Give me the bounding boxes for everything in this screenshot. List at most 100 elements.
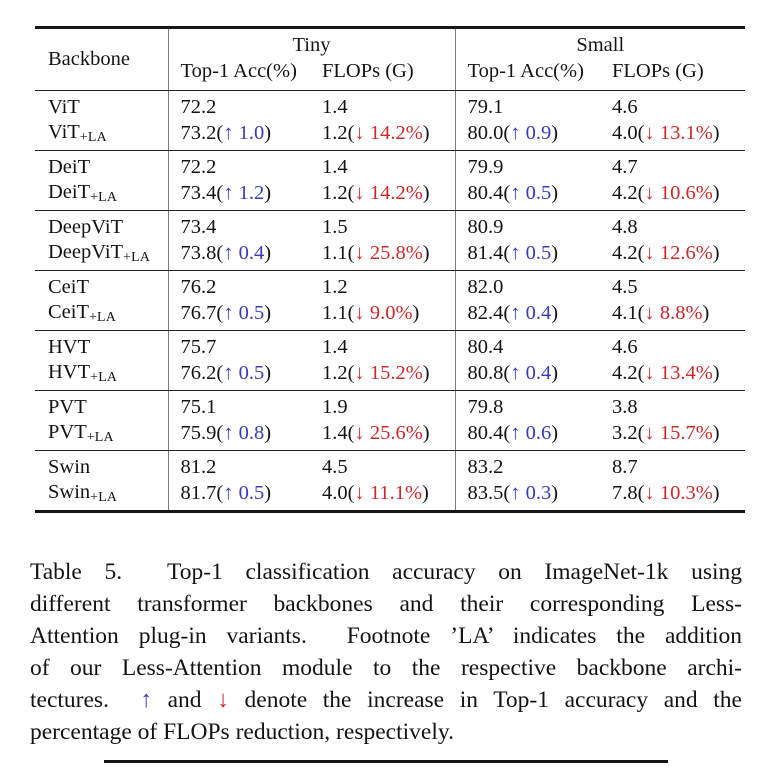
accuracy-cell: 72.2 (167, 150, 322, 181)
backbone-name: HVT (48, 336, 91, 359)
table-caption: Table 5. Top-1 classification accuracy o… (30, 556, 742, 748)
backbone-name: DeiT (48, 156, 91, 179)
backbone-la-subscript: +LA (90, 369, 118, 385)
flops-cell: 4.8 (612, 211, 745, 241)
value-text: ) (551, 301, 559, 324)
flops-reduction-delta: ↓ 11.1% (354, 481, 423, 504)
accuracy-increase-delta: ↑ 0.5 (223, 481, 265, 504)
accuracy-cell: 79.9 (454, 150, 612, 181)
accuracy-increase-delta: ↑ 0.8 (223, 421, 265, 444)
flops-reduction-delta: ↓ 10.6% (644, 181, 713, 204)
accuracy-cell: 80.9 (454, 210, 612, 241)
table-row: CeiT+LA 76.7(↑ 0.5) 1.1(↓ 9.0%) 82.4(↑ 0.4)… (35, 300, 745, 331)
value-text: ) (264, 361, 272, 384)
value-text: 1.4( (322, 421, 355, 444)
value-text: ) (712, 241, 720, 264)
down-arrow-icon: ↓ (217, 687, 229, 713)
value-text: 1.4 (322, 336, 348, 359)
caption-line: of our Less-Attention module to the resp… (30, 652, 742, 684)
accuracy-increase-delta: ↑ 0.5 (223, 301, 265, 324)
value-text: ) (712, 481, 720, 504)
backbone-cell: DeepViT+LA (35, 240, 168, 271)
caption-text: different transformer backbones and thei… (30, 591, 742, 617)
table-row: ViT 72.2 1.4 79.1 4.6 (35, 90, 745, 121)
backbone-name: DeiT (48, 180, 91, 203)
flops-reduction-delta: ↓ 15.2% (354, 361, 423, 384)
flops-reduction-delta: ↓ 13.4% (644, 361, 713, 384)
backbone-name: Swin (48, 480, 91, 503)
accuracy-cell: 75.1 (167, 390, 322, 421)
caption-text: and (151, 687, 218, 713)
value-text: 82.0 (467, 276, 504, 299)
flops-cell: 4.6 (612, 331, 745, 361)
value-text: 72.2 (180, 156, 217, 179)
value-text: 81.7( (180, 481, 224, 504)
flops-cell: 1.4 (322, 151, 455, 181)
backbone-name: PVT (48, 420, 87, 443)
accuracy-cell: 83.2 (454, 450, 612, 481)
value-text: ) (551, 361, 559, 384)
flops-cell: 1.4(↓ 25.6%) (322, 420, 455, 451)
table-row: PVT+LA 75.9(↑ 0.8) 1.4(↓ 25.6%) 80.4(↑ 0.6)… (35, 420, 745, 451)
backbone-cell: CeiT (35, 271, 168, 301)
value-text: 1.9 (322, 396, 348, 419)
flops-reduction-delta: ↓ 8.8% (644, 301, 703, 324)
backbone-cell: Swin (35, 451, 168, 481)
value-text: 1.2( (322, 181, 355, 204)
value-text: 73.2( (180, 121, 224, 144)
accuracy-increase-delta: ↑ 0.9 (510, 121, 552, 144)
value-text: 80.4 (467, 336, 504, 359)
up-arrow-icon: ↑ (140, 687, 152, 713)
flops-cell: 4.7 (612, 151, 745, 181)
value-text: 1.2 (322, 276, 348, 299)
value-text: 4.8 (612, 216, 638, 239)
accuracy-cell: 80.4(↑ 0.6) (454, 420, 612, 451)
value-text: 1.4 (322, 156, 348, 179)
backbone-name: ViT (48, 120, 80, 143)
backbone-name: CeiT (48, 300, 89, 323)
value-text: ) (264, 421, 272, 444)
value-text: 73.4( (180, 181, 224, 204)
value-text: 4.7 (612, 156, 638, 179)
backbone-cell: PVT+LA (35, 420, 168, 451)
table-row: DeepViT+LA 73.8(↑ 0.4) 1.1(↓ 25.8%) 81.4(↑ … (35, 240, 745, 271)
accuracy-cell: 80.8(↑ 0.4) (454, 360, 612, 391)
value-text: 1.4 (322, 96, 348, 119)
table-row: CeiT 76.2 1.2 82.0 4.5 (35, 270, 745, 301)
value-text: 3.2( (612, 421, 645, 444)
flops-cell: 4.1(↓ 8.8%) (612, 300, 745, 331)
flops-cell: 4.2(↓ 10.6%) (612, 180, 745, 211)
caption-text: percentage of FLOPs reduction, respectiv… (30, 719, 454, 745)
accuracy-cell: 79.1 (454, 90, 612, 121)
small-group-header: Small (454, 27, 745, 58)
accuracy-increase-delta: ↑ 0.5 (223, 361, 265, 384)
value-text: ) (551, 241, 559, 264)
caption-text: of our Less-Attention module to the resp… (30, 655, 742, 681)
value-text: ) (422, 121, 430, 144)
accuracy-cell: 79.8 (454, 390, 612, 421)
tiny-flops-header: FLOPs (G) (322, 57, 455, 91)
backbone-cell: DeepViT (35, 211, 168, 241)
table-body: ViT 72.2 1.4 79.1 4.6 ViT+LA 73.2(↑ 1.0) 1.2(↓ … (35, 90, 745, 512)
backbone-name: DeepViT (48, 240, 124, 263)
value-text: ) (264, 121, 272, 144)
small-acc-header: Top-1 Acc(%) (454, 57, 612, 91)
backbone-la-subscript: +LA (86, 429, 114, 445)
accuracy-cell: 73.4 (167, 210, 322, 241)
backbone-name: DeepViT (48, 216, 124, 239)
value-text: 73.8( (180, 241, 224, 264)
flops-reduction-delta: ↓ 14.2% (354, 181, 423, 204)
flops-cell: 4.5 (322, 451, 455, 481)
value-text: 1.2( (322, 361, 355, 384)
accuracy-cell: 73.2(↑ 1.0) (167, 120, 322, 151)
value-text: 72.2 (180, 96, 217, 119)
caption-text: denote the increase in Top-1 accuracy an… (228, 687, 742, 713)
table-row: HVT+LA 76.2(↑ 0.5) 1.2(↓ 15.2%) 80.8(↑ 0.4)… (35, 360, 745, 391)
flops-cell: 3.8 (612, 391, 745, 421)
table-row: ViT+LA 73.2(↑ 1.0) 1.2(↓ 14.2%) 80.0(↑ 0.9)… (35, 120, 745, 151)
caption-line: different transformer backbones and thei… (30, 588, 742, 620)
flops-cell: 4.2(↓ 12.6%) (612, 240, 745, 271)
caption-line: tectures. ↑ and ↓ denote the increase in… (30, 684, 742, 716)
flops-cell: 1.1(↓ 9.0%) (322, 300, 455, 331)
